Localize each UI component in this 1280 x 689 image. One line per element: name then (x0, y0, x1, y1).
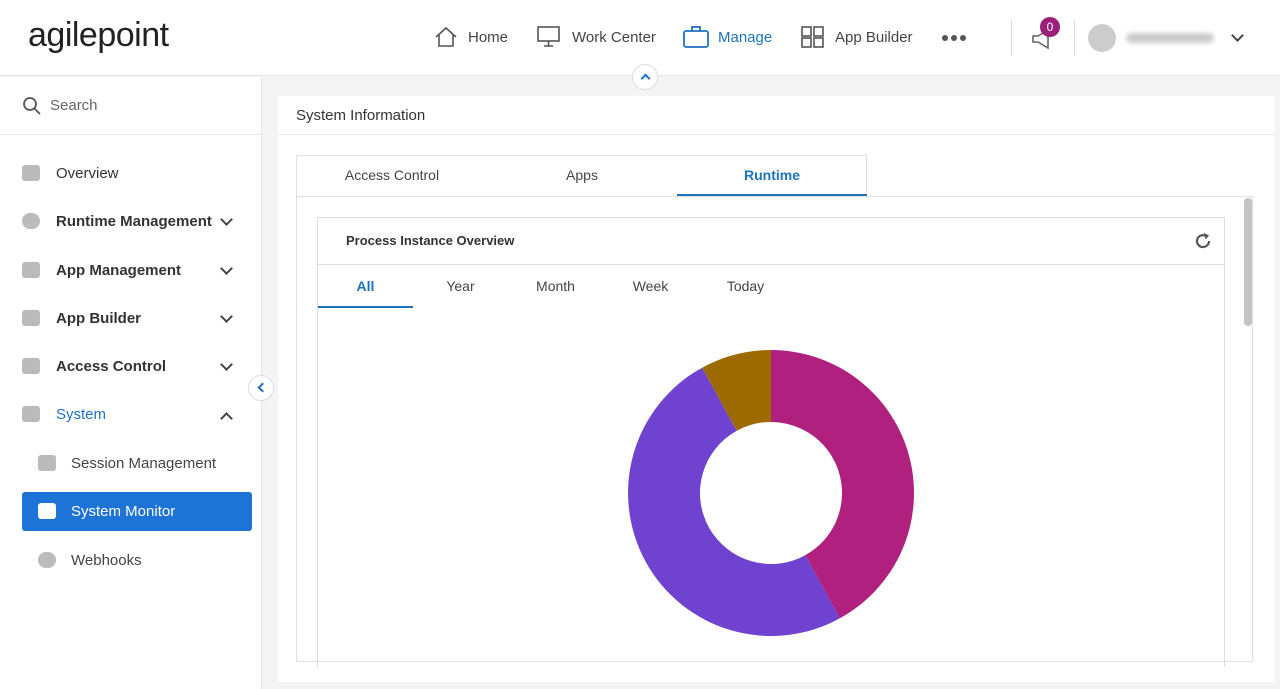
menu-runtime-management[interactable]: Runtime Management (56, 213, 212, 230)
filter-today[interactable]: Today (726, 278, 765, 294)
donut-chart (628, 350, 914, 636)
search-input[interactable]: Search (50, 97, 98, 114)
donut-segment[interactable] (628, 367, 840, 636)
notification-icon[interactable] (1030, 28, 1056, 50)
card-title: Process Instance Overview (346, 233, 515, 248)
menu-overview[interactable]: Overview (56, 165, 119, 182)
menu-system-monitor[interactable]: System Monitor (71, 503, 176, 520)
avatar[interactable] (1088, 24, 1116, 52)
collapse-header-button[interactable] (632, 64, 658, 90)
menu-session-management[interactable]: Session Management (71, 455, 217, 472)
search-icon (23, 97, 41, 115)
chevron (220, 358, 233, 371)
more-menu[interactable] (940, 34, 970, 42)
tab-bar (296, 155, 867, 197)
runtime-icon (22, 213, 40, 229)
chevron (220, 310, 233, 323)
tab-apps[interactable]: Apps (566, 167, 598, 183)
header: agilepoint Home Work Center Manage App B… (0, 0, 1280, 76)
manage-icon (683, 26, 709, 48)
chevron (220, 213, 233, 226)
menu-webhooks[interactable]: Webhooks (71, 552, 142, 569)
tab-runtime[interactable]: Runtime (744, 167, 800, 183)
work-center-icon (537, 26, 560, 47)
system-icon (22, 406, 40, 422)
divider (318, 264, 1224, 265)
donut-segment[interactable] (771, 350, 914, 619)
user-name-blurred (1126, 33, 1214, 43)
webhooks-icon (38, 552, 56, 568)
filter-all[interactable]: All (356, 278, 375, 294)
refresh-button[interactable] (1194, 232, 1212, 250)
chevron-left (257, 382, 268, 393)
divider (278, 134, 1275, 135)
menu-system[interactable]: System (56, 406, 107, 423)
overview-icon (22, 165, 40, 181)
chevron (220, 262, 233, 275)
tab-content (296, 196, 1253, 662)
app-builder-icon (22, 310, 40, 326)
donut-segment[interactable] (702, 350, 771, 431)
active-item-background[interactable] (22, 492, 252, 531)
home-icon (435, 26, 457, 47)
filter-week[interactable]: Week (632, 278, 669, 294)
filter-month[interactable]: Month (536, 278, 575, 294)
divider (1074, 20, 1075, 56)
filter-indicator (318, 306, 413, 308)
scrollbar[interactable] (1244, 198, 1252, 326)
session-icon (38, 455, 56, 471)
nav-app-builder[interactable]: App Builder (835, 29, 913, 46)
collapse-sidebar-button[interactable] (248, 375, 274, 401)
filter-year[interactable]: Year (446, 278, 475, 294)
app-management-icon (22, 262, 40, 278)
nav-home[interactable]: Home (468, 29, 509, 46)
chevron-up (220, 412, 233, 425)
divider (0, 134, 261, 135)
notification-badge: 0 (1040, 17, 1060, 37)
tab-access-control[interactable]: Access Control (344, 167, 440, 183)
menu-access-control[interactable]: Access Control (56, 358, 167, 375)
user-menu-chevron[interactable] (1231, 29, 1244, 42)
menu-app-management[interactable]: App Management (56, 262, 182, 279)
nav-manage[interactable]: Manage (718, 29, 773, 46)
card (317, 217, 1225, 667)
logo[interactable]: agilepoint (28, 16, 169, 54)
panel-title: System Information (296, 107, 426, 124)
sidebar: Search Overview Runtime Management App M… (0, 77, 262, 689)
chevron-up (640, 73, 651, 84)
system-monitor-icon (38, 503, 56, 519)
nav-work-center[interactable]: Work Center (572, 29, 656, 46)
menu-app-builder[interactable]: App Builder (56, 310, 141, 327)
app-builder-icon (801, 26, 824, 48)
divider (1011, 20, 1012, 56)
tab-indicator (677, 194, 867, 196)
access-control-icon (22, 358, 40, 374)
